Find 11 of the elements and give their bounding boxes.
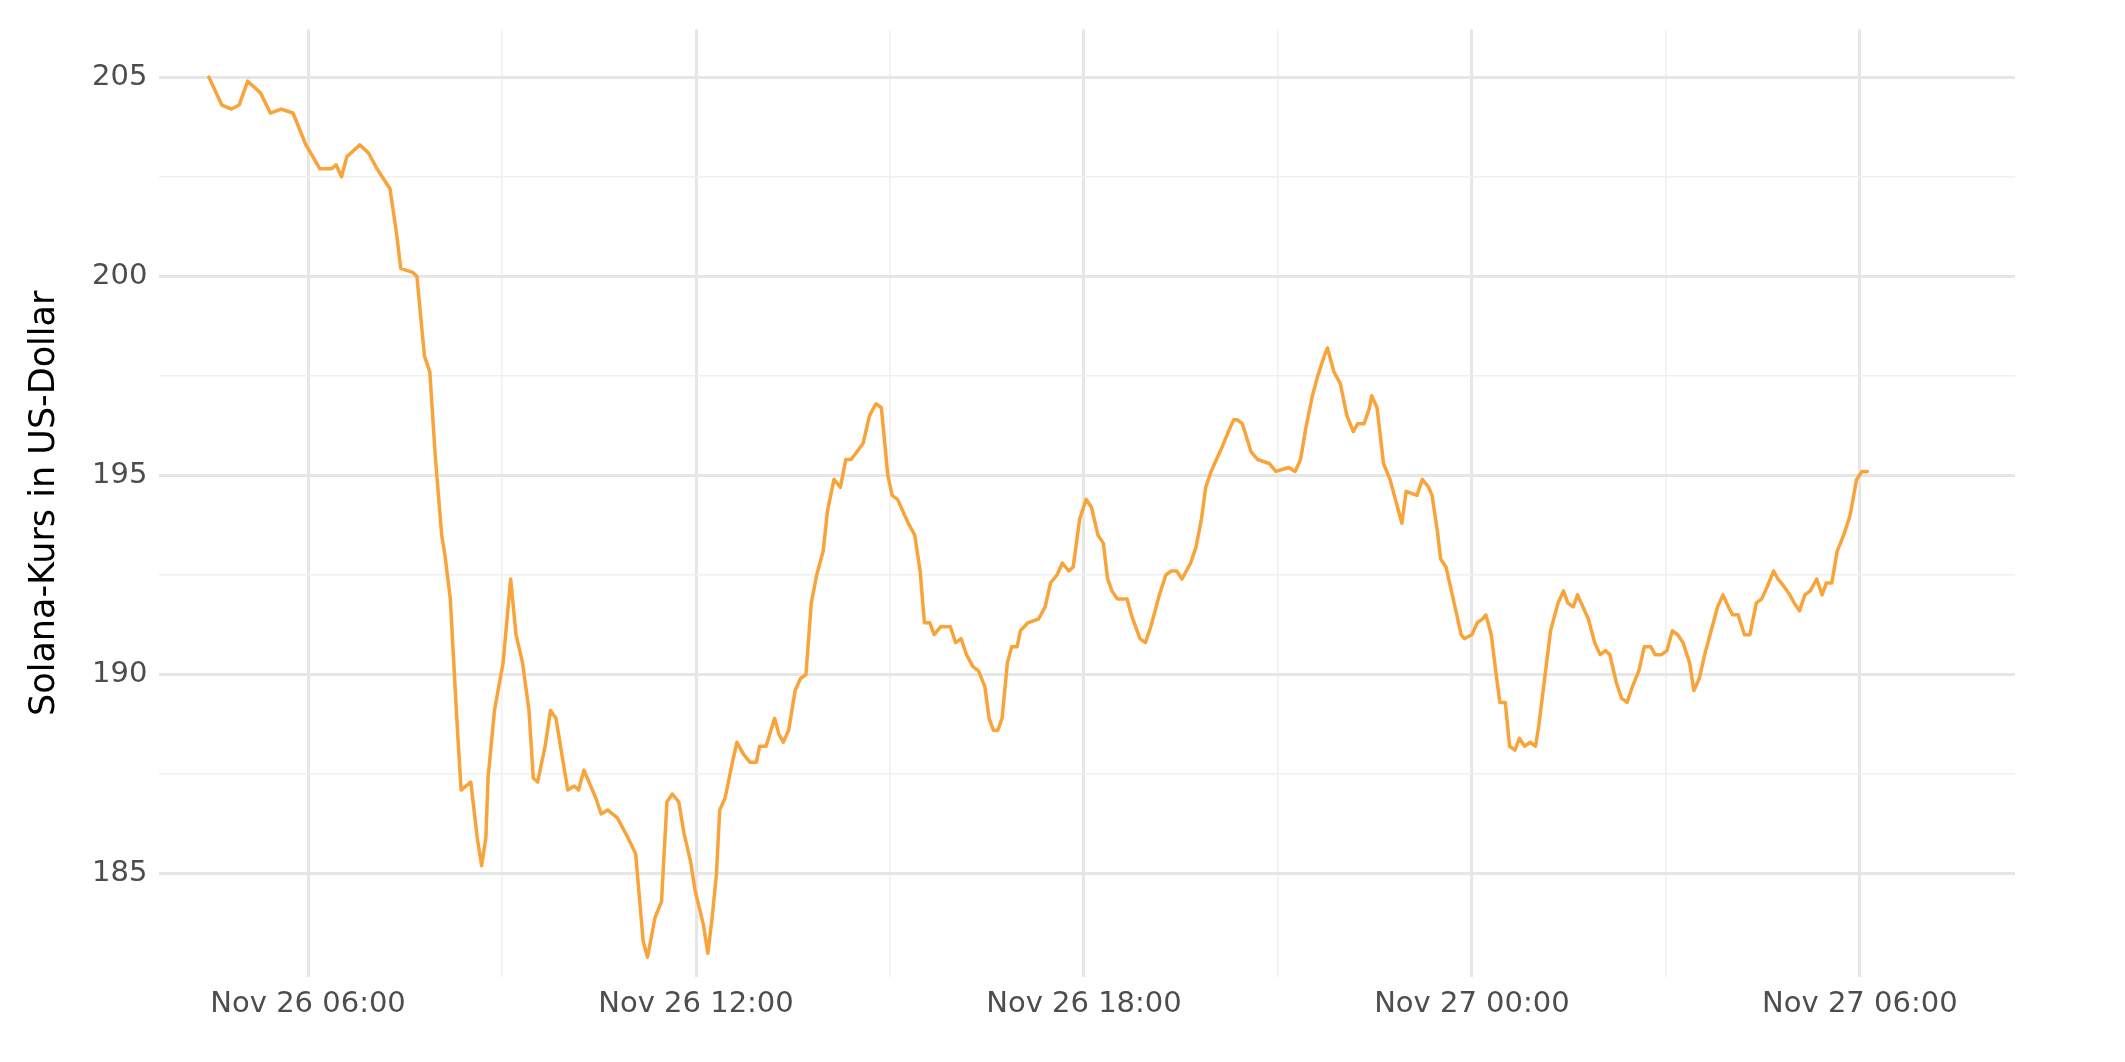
x-tick-label: Nov 26 12:00 xyxy=(598,985,794,1020)
x-tick-label: Nov 27 06:00 xyxy=(1762,985,1958,1020)
y-tick-label: 185 xyxy=(91,854,148,889)
y-tick-label: 200 xyxy=(91,256,148,291)
x-tick-label: Nov 26 06:00 xyxy=(210,985,406,1020)
x-tick-label: Nov 26 18:00 xyxy=(986,985,1182,1020)
x-tick-label: Nov 27 00:00 xyxy=(1374,985,1570,1020)
y-tick-label: 190 xyxy=(91,655,148,690)
y-axis-title: Solana-Kurs in US-Dollar xyxy=(22,290,63,716)
y-tick-label: 195 xyxy=(91,455,148,490)
y-tick-label: 205 xyxy=(91,57,148,92)
